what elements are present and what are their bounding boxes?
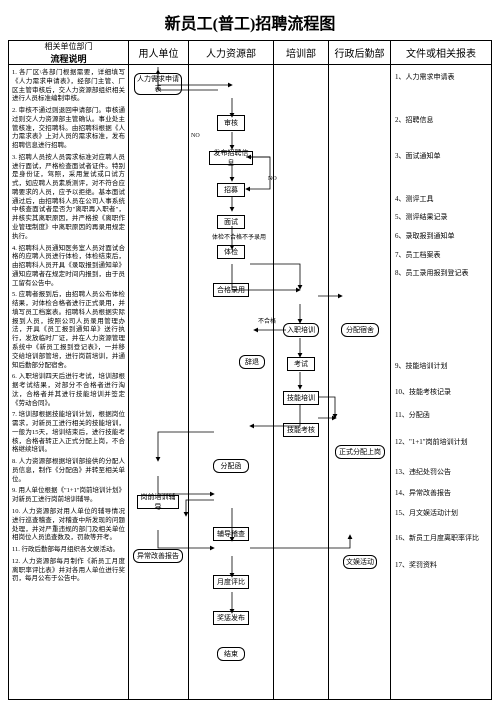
flow-label: 不合格	[258, 316, 276, 325]
flow-label: NO	[268, 176, 277, 182]
flow-label: 体检不合格不予录用	[212, 232, 266, 241]
flow-arrows	[0, 0, 500, 708]
